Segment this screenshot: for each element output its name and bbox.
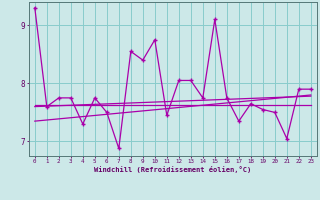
X-axis label: Windchill (Refroidissement éolien,°C): Windchill (Refroidissement éolien,°C) [94, 166, 252, 173]
